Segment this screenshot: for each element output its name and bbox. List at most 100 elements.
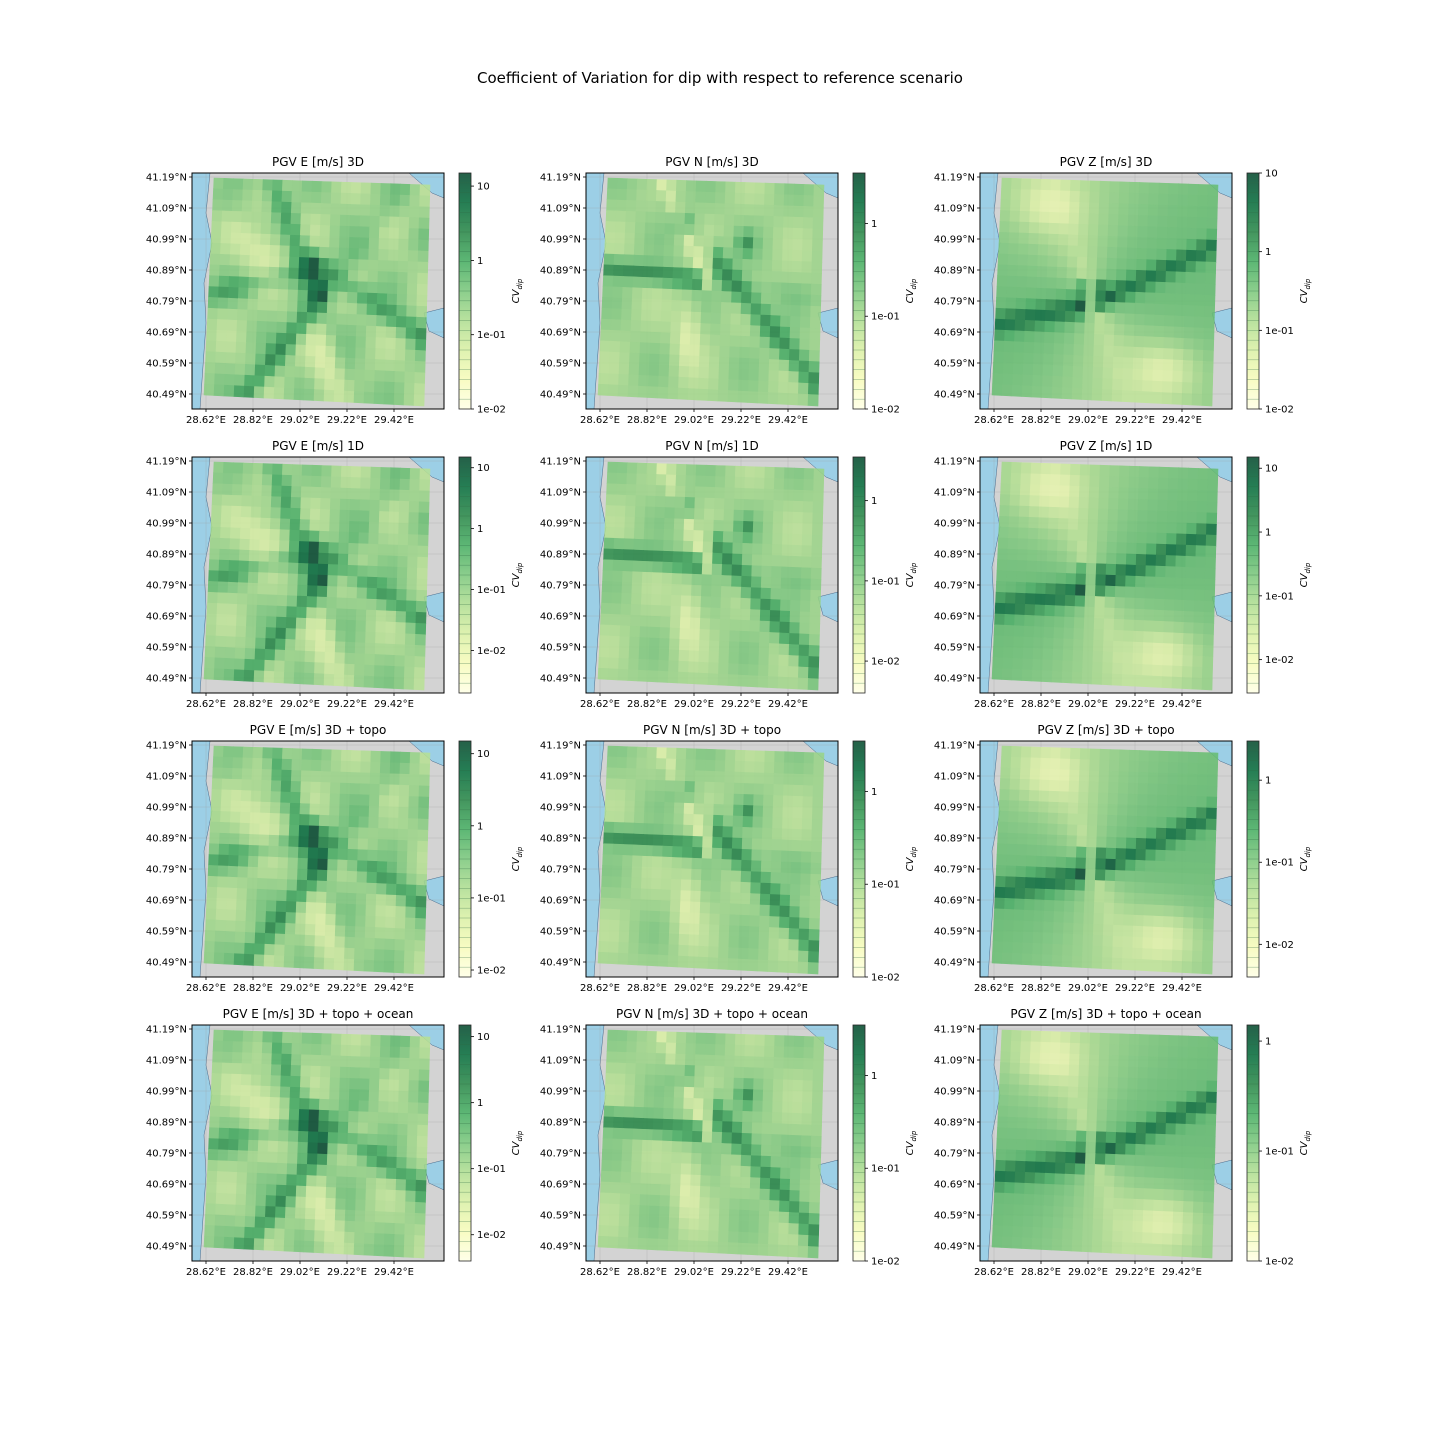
cv-cell: [1123, 346, 1135, 359]
cv-cell: [743, 510, 755, 523]
cv-cell: [1142, 664, 1154, 677]
cv-cell: [408, 228, 420, 241]
cv-cell: [685, 475, 697, 488]
cv-cell: [1062, 933, 1074, 946]
cv-cell: [207, 307, 219, 320]
cv-cell: [1049, 485, 1061, 497]
cv-cell: [316, 1175, 328, 1188]
cv-cell: [769, 610, 781, 623]
cv-cell: [1002, 941, 1014, 954]
cv-cell: [1133, 346, 1145, 359]
cv-cell: [1123, 608, 1135, 621]
cv-cell: [1106, 552, 1118, 565]
cv-cell: [759, 336, 771, 349]
cv-cell: [1183, 633, 1194, 646]
cv-field: [203, 745, 431, 975]
cv-cell: [992, 362, 1004, 375]
cv-cell: [1082, 923, 1094, 936]
cv-cell: [345, 324, 357, 337]
cv-cell: [600, 897, 612, 910]
cv-cell: [1122, 357, 1134, 370]
cv-cell: [1154, 860, 1166, 873]
cv-cell: [1079, 180, 1091, 193]
cv-cell: [623, 538, 635, 551]
cv-cell: [1063, 343, 1075, 356]
cv-cell: [310, 202, 322, 215]
cv-cell: [395, 1179, 407, 1192]
cv-cell: [367, 849, 379, 862]
cv-cell: [350, 761, 362, 774]
cv-cell: [607, 177, 619, 190]
cv-cell: [718, 946, 730, 959]
cv-cell: [310, 1065, 322, 1078]
cv-cell: [1062, 660, 1074, 673]
cv-cell: [304, 934, 316, 947]
cv-cell: [1168, 467, 1180, 480]
cv-cell: [1124, 881, 1136, 894]
cv-cell: [270, 1064, 282, 1077]
cv-cell: [744, 477, 756, 490]
cv-cell: [316, 323, 328, 336]
cv-cell: [1113, 629, 1125, 642]
cv-cell: [991, 667, 1003, 680]
cv-cell: [335, 608, 347, 621]
cv-cell: [395, 633, 406, 646]
cv-cell: [417, 1102, 429, 1115]
cv-cell: [694, 497, 706, 510]
cv-cell: [748, 664, 760, 677]
cv-cell: [669, 332, 681, 345]
cv-cell: [718, 651, 730, 664]
cv-cell: [404, 666, 415, 679]
cv-cell: [652, 845, 664, 858]
cv-cell: [366, 860, 378, 873]
cv-cell: [294, 366, 306, 379]
cv-cell: [355, 904, 367, 917]
cv-cell: [764, 477, 775, 490]
cv-cell: [269, 813, 281, 825]
cv-cell: [803, 468, 815, 481]
cv-cell: [597, 383, 609, 396]
cv-cell: [664, 780, 676, 793]
cv-cell: [1048, 790, 1060, 803]
cv-cell: [268, 845, 280, 858]
cv-cell: [723, 793, 735, 806]
cv-cell: [274, 376, 286, 389]
cv-cell: [688, 355, 700, 368]
cv-cell: [738, 641, 750, 654]
cv-cell: [998, 515, 1010, 528]
cv-cell: [1127, 509, 1139, 522]
cv-cell: [1177, 489, 1189, 502]
cv-cell: [387, 271, 399, 284]
cv-cell: [1033, 353, 1045, 366]
cv-cell: [367, 270, 379, 283]
cv-cell: [1087, 246, 1099, 259]
cv-cell: [613, 832, 625, 845]
cv-cell: [721, 291, 733, 304]
cv-cell: [1041, 386, 1053, 399]
cv-cell: [336, 597, 348, 610]
cv-cell: [359, 1067, 371, 1080]
cv-cell: [654, 790, 666, 803]
cv-cell: [1133, 892, 1145, 905]
cv-cell: [791, 817, 803, 830]
cv-cell: [1034, 320, 1046, 333]
cv-cell: [386, 1145, 398, 1158]
cv-cell: [675, 179, 687, 192]
cv-cell: [240, 233, 252, 245]
cv-cell: [788, 950, 799, 963]
axes-frame: [585, 172, 839, 410]
cv-cell: [308, 825, 320, 838]
cv-cell: [294, 377, 306, 390]
cv-cell: [1202, 656, 1214, 669]
cv-cell: [208, 570, 220, 583]
cv-cell: [752, 827, 763, 840]
cv-cell: [1111, 957, 1123, 970]
cv-cell: [1049, 758, 1061, 771]
cv-cell: [781, 555, 793, 568]
cv-cell: [628, 374, 640, 387]
cv-cell: [641, 582, 653, 595]
cv-cell: [323, 673, 335, 686]
cv-cell: [367, 565, 379, 578]
cv-cell: [244, 658, 256, 671]
cv-cell: [1029, 768, 1041, 781]
